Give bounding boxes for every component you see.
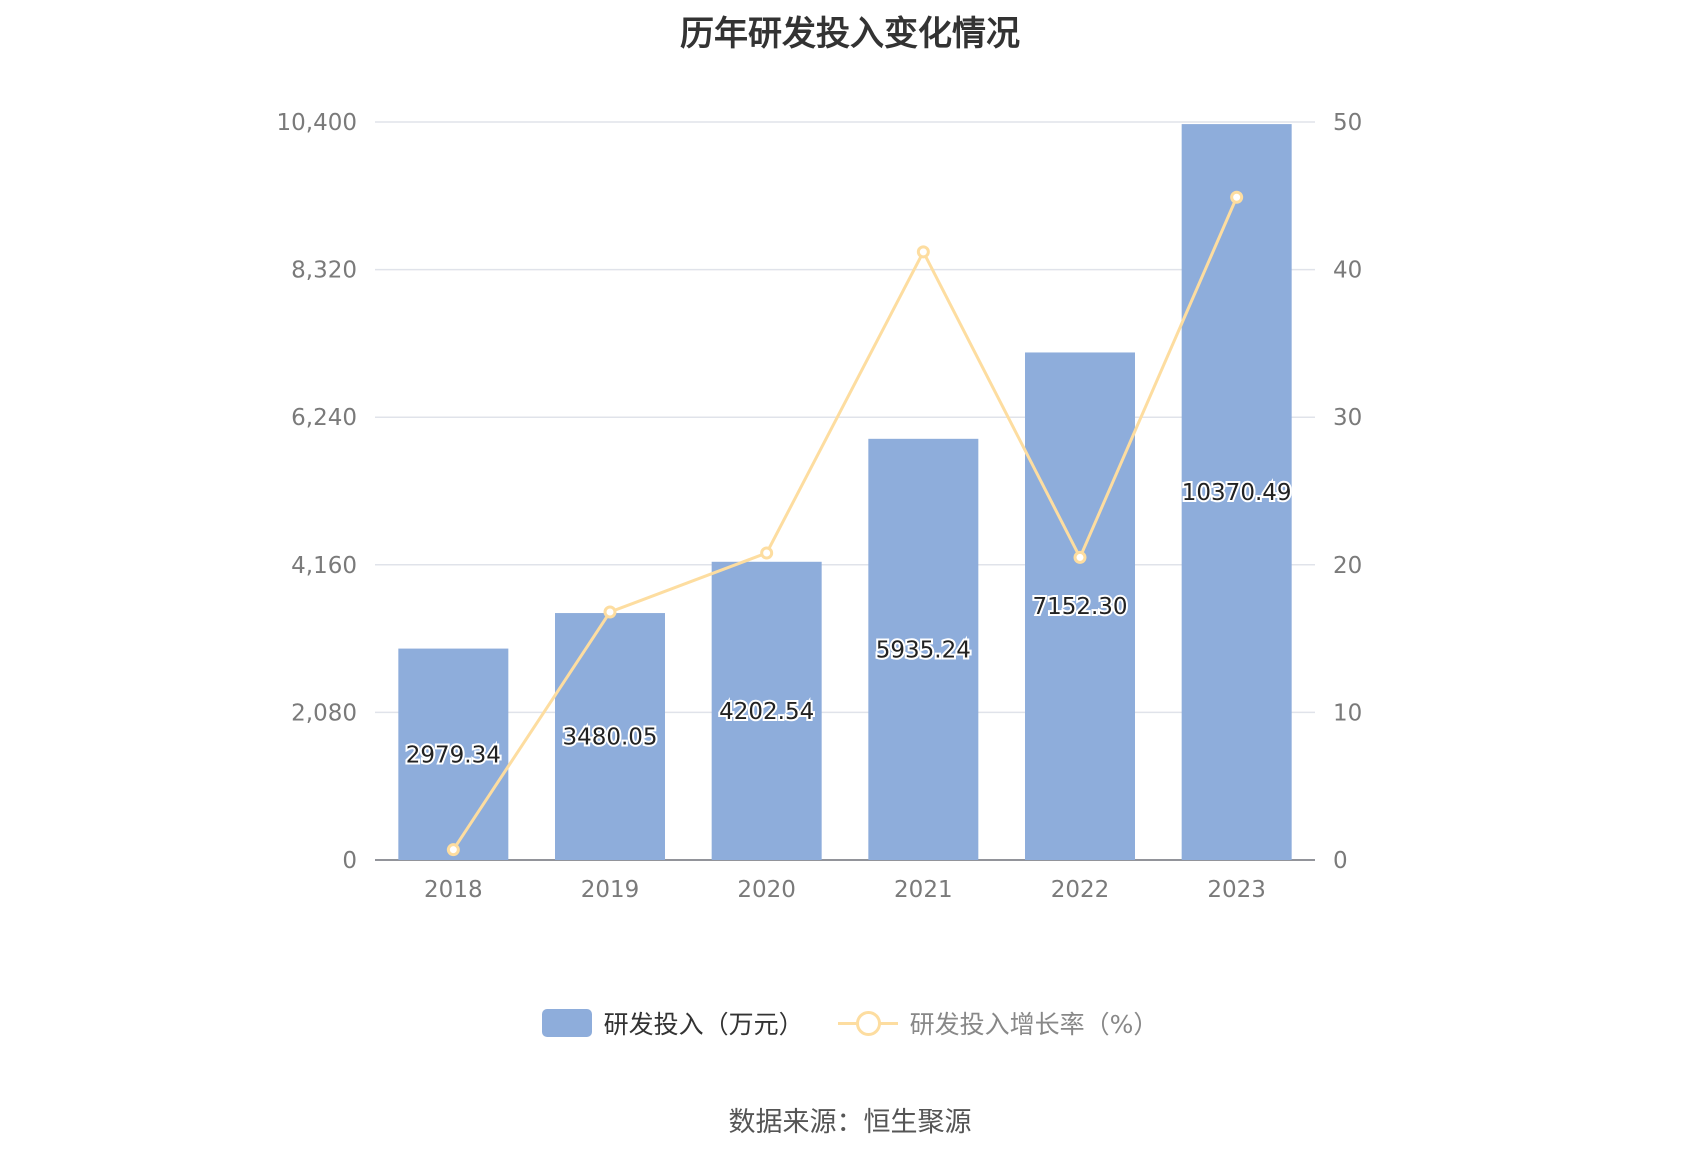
growth-line bbox=[452, 196, 1239, 851]
growth-point bbox=[916, 245, 930, 259]
y-left-tick-label: 10,400 bbox=[277, 110, 357, 136]
grid-lines bbox=[375, 121, 1315, 714]
legend: 研发投入（万元） 研发投入增长率（%） bbox=[0, 1005, 1700, 1041]
bar-value-label: 2979.34 bbox=[406, 742, 501, 768]
bar bbox=[1025, 352, 1135, 860]
growth-point bbox=[446, 843, 460, 857]
bar-value-label: 4202.54 bbox=[719, 699, 814, 725]
bar bbox=[1181, 124, 1292, 861]
y-right-tick-label: 50 bbox=[1333, 110, 1362, 136]
growth-point bbox=[603, 605, 617, 619]
bar bbox=[555, 613, 665, 860]
data-source: 数据来源：恒生聚源 bbox=[728, 1107, 972, 1138]
axes: 0 0 2,080 10 4,160 20 6,240 30 8,320 40 10,400 50 20… bbox=[277, 110, 1363, 903]
x-tick-label: 2020 bbox=[737, 877, 796, 903]
line-series bbox=[446, 190, 1244, 857]
x-tick-label: 2022 bbox=[1051, 877, 1110, 903]
y-right-tick-label: 0 bbox=[1333, 848, 1348, 874]
legend-item-bar[interactable]: 研发投入（万元） bbox=[541, 1005, 804, 1041]
growth-point bbox=[1073, 550, 1087, 564]
legend-bar-label: 研发投入（万元） bbox=[603, 1010, 804, 1039]
bar-value-label: 3480.05 bbox=[562, 725, 657, 751]
legend-line-label: 研发投入增长率（%） bbox=[909, 1010, 1159, 1039]
y-left-tick-label: 8,320 bbox=[291, 258, 357, 284]
x-tick-label: 2023 bbox=[1207, 877, 1266, 903]
y-left-tick-label: 6,240 bbox=[291, 405, 357, 431]
y-left-tick-label: 2,080 bbox=[291, 700, 357, 726]
growth-point bbox=[760, 546, 774, 560]
bar bbox=[398, 648, 509, 860]
bar-series bbox=[398, 124, 1292, 861]
legend-item-line[interactable]: 研发投入增长率（%） bbox=[837, 1005, 1159, 1041]
bar-value-label: 5935.24 bbox=[876, 637, 971, 663]
bar-value-label: 10370.49 bbox=[1182, 480, 1292, 506]
y-right-tick-label: 30 bbox=[1333, 405, 1362, 431]
growth-point bbox=[1230, 190, 1244, 204]
data-labels: 2979.34 3480.05 4202.54 5935.24 7152.30 10370… bbox=[404, 478, 1294, 770]
y-left-tick-label: 0 bbox=[342, 848, 357, 874]
legend-bar-swatch bbox=[541, 1009, 592, 1037]
y-left-tick-label: 4,160 bbox=[291, 553, 357, 579]
bar bbox=[868, 438, 979, 860]
x-tick-label: 2019 bbox=[581, 877, 640, 903]
chart-title: 历年研发投入变化情况 bbox=[680, 14, 1020, 54]
bar-value-label: 7152.30 bbox=[1032, 594, 1127, 620]
y-right-tick-label: 40 bbox=[1333, 258, 1362, 284]
x-tick-label: 2021 bbox=[894, 877, 953, 903]
legend-line-swatch bbox=[837, 1009, 898, 1037]
bar bbox=[711, 561, 822, 860]
y-right-tick-label: 20 bbox=[1333, 553, 1362, 579]
x-tick-label: 2018 bbox=[424, 877, 483, 903]
y-right-tick-label: 10 bbox=[1333, 700, 1362, 726]
